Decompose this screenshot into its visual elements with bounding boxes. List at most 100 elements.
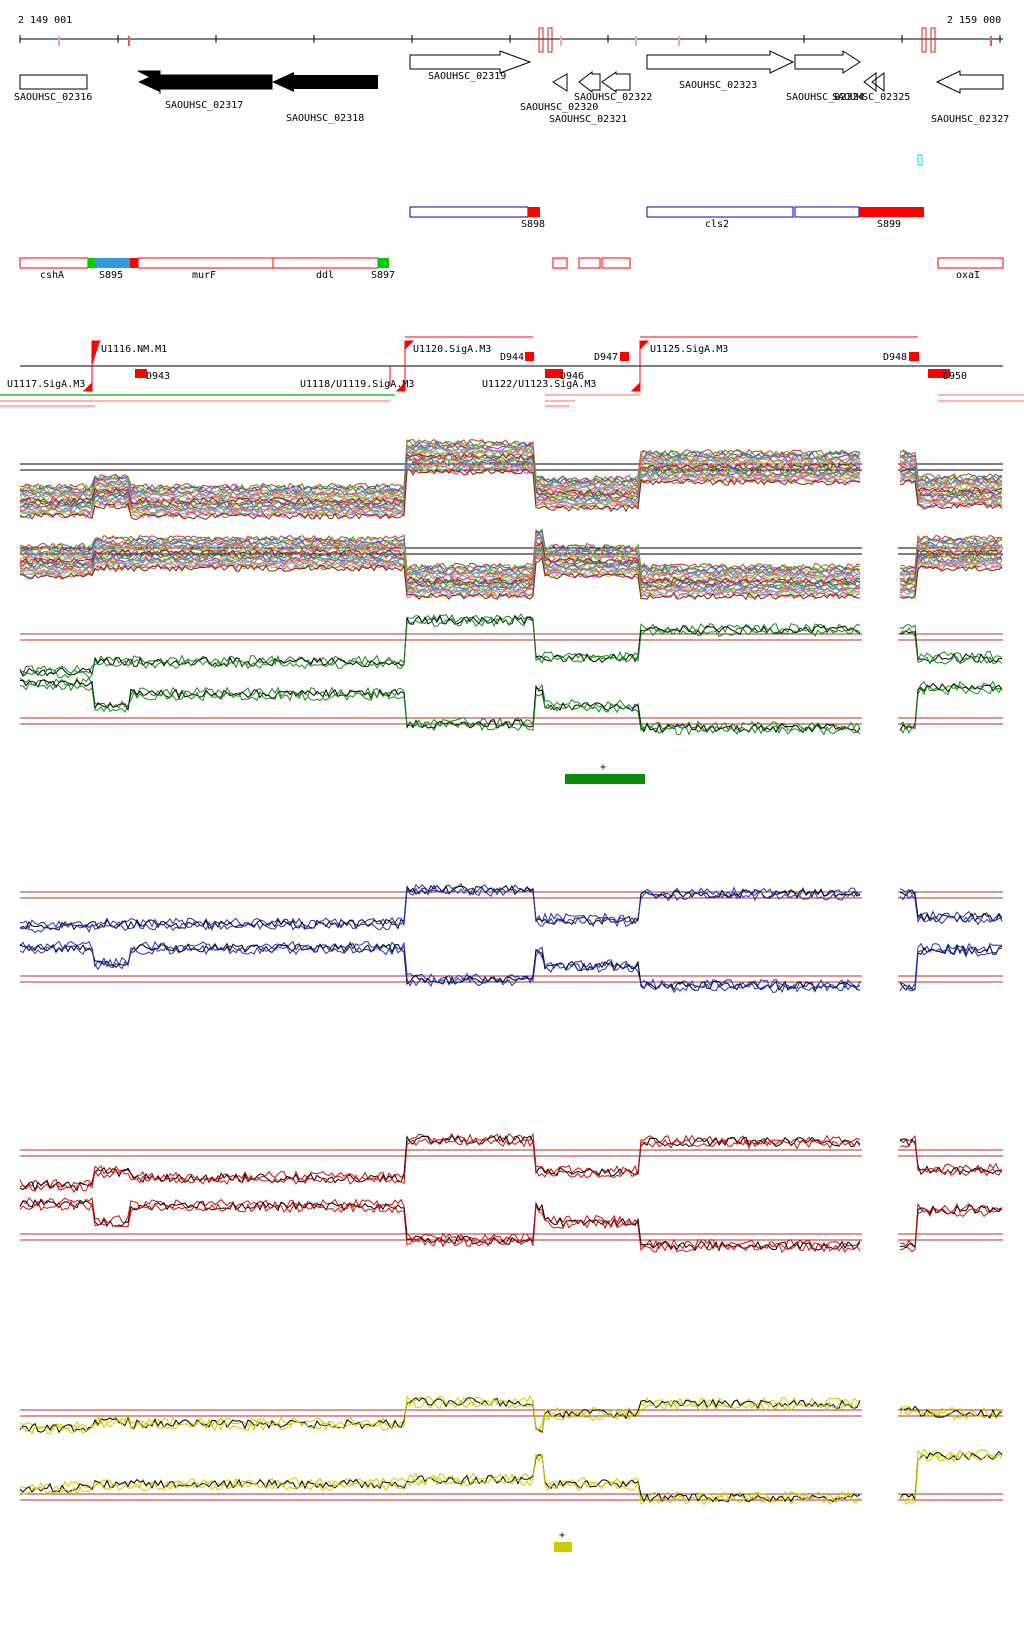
profile-line-top — [899, 1140, 1003, 1177]
gene-label: SAOUHSC_02316 — [14, 92, 92, 103]
profile-line-top — [19, 1397, 861, 1434]
profile-line-top — [19, 439, 861, 492]
profile-line-bottom — [899, 684, 1003, 735]
gene-arrow-head — [138, 72, 160, 92]
ruler-highlight-marks — [58, 27, 992, 53]
feature-box-small[interactable] — [552, 257, 568, 269]
gene-saouhsc-02317[interactable]: SAOUHSC_02317 — [137, 70, 273, 111]
feature-s899[interactable]: S899 — [859, 207, 924, 230]
gene-label: SAOUHSC_02323 — [679, 80, 757, 91]
gene-arrow — [935, 70, 1004, 94]
gene-saouhsc-02323[interactable]: SAOUHSC_02323 — [646, 50, 795, 91]
ruler-start-label: 2 149 001 — [18, 15, 72, 26]
feature-label-s895: S895 — [99, 270, 123, 281]
segment-box — [545, 369, 563, 378]
profile-line-bottom — [19, 528, 861, 572]
gene-saouhsc-02320[interactable]: SAOUHSC_02320 — [520, 73, 598, 113]
profile-line-bottom — [899, 1448, 1003, 1501]
profile-line-top — [899, 479, 1003, 510]
ruler-mark — [128, 36, 130, 46]
profile-line-bottom — [899, 946, 1003, 992]
profile-line-top — [19, 450, 861, 502]
profile-line-bottom — [19, 556, 860, 601]
profile-line-top — [899, 892, 1003, 926]
profile-line-top — [19, 1134, 861, 1192]
segment-label: D947 — [594, 352, 618, 363]
profile-line-bottom — [19, 676, 861, 732]
ruler-mark — [538, 27, 544, 53]
gene-label: SAOUHSC_02318 — [286, 113, 364, 124]
profile-line-bottom — [19, 1196, 861, 1250]
profile-line-bottom — [19, 556, 861, 599]
profile-line-top — [19, 445, 861, 497]
segment-label: D948 — [883, 352, 907, 363]
feature-box-s895[interactable] — [95, 258, 130, 268]
profile-line-bottom — [899, 565, 1003, 599]
feature-s898[interactable]: S898 — [409, 206, 545, 230]
gene-label: SAOUHSC_02327 — [931, 114, 1009, 125]
feature-box-ddl[interactable] — [272, 257, 379, 269]
feature-box-murf[interactable] — [137, 257, 274, 269]
segment-end-flag — [82, 366, 93, 392]
segment-label: U1120.SigA.M3 — [413, 344, 491, 355]
profile-line-top — [19, 886, 861, 934]
coordinate-ruler: 2 149 001 2 159 000 — [18, 15, 1003, 53]
profile-line-bottom — [19, 1453, 861, 1502]
yellow-panel — [19, 1394, 1003, 1506]
feature-fill — [859, 207, 924, 217]
segment-box — [928, 369, 950, 378]
profile-line-bottom — [19, 940, 861, 990]
plus-marker-green: + — [565, 762, 645, 784]
gene-saouhsc-02322[interactable]: SAOUHSC_02322 — [574, 71, 652, 103]
profile-line-top — [19, 613, 861, 676]
feature-box-s897[interactable] — [378, 258, 389, 268]
gene-arrow-head — [272, 72, 294, 92]
gene-saouhsc-02325[interactable]: SAOUHSC_02325 — [832, 72, 910, 103]
segment-label: U1117.SigA.M3 — [7, 379, 85, 390]
profile-line-top — [899, 627, 1003, 665]
gene-saouhsc-02327[interactable]: SAOUHSC_02327 — [931, 70, 1009, 125]
profile-line-top — [19, 614, 861, 677]
ruler-mark — [547, 27, 553, 53]
plus-symbol: + — [559, 1530, 565, 1541]
multi-sample-panel — [19, 438, 1003, 601]
gene-saouhsc-02321[interactable]: SAOUHSC_02321 — [549, 70, 627, 125]
segment-label: D944 — [500, 352, 524, 363]
feature-label: S899 — [877, 219, 901, 230]
profile-line-bottom — [19, 1452, 861, 1506]
segment-box — [620, 352, 629, 361]
gene-label: SAOUHSC_02321 — [549, 114, 627, 125]
profile-line-bottom — [19, 546, 861, 590]
profile-line-top — [899, 1407, 1003, 1421]
gene-saouhsc-02318[interactable]: SAOUHSC_02318 — [272, 72, 378, 124]
plus-bar-green — [565, 774, 645, 784]
profile-line-bottom — [19, 942, 861, 992]
feature-box-csha[interactable] — [19, 257, 89, 269]
gene-track: SAOUHSC_02316 SAOUHSC_02317 SAOUHSC_0231… — [14, 50, 1009, 166]
gene-saouhsc-02316[interactable]: SAOUHSC_02316 — [14, 74, 92, 103]
segment-box — [909, 352, 919, 361]
profile-line-bottom — [899, 1207, 1003, 1253]
green-panel — [19, 613, 1003, 736]
profile-line-top — [19, 1136, 861, 1194]
feature-fill — [528, 207, 540, 217]
gene-saouhsc-02319[interactable]: SAOUHSC_02319 — [409, 50, 532, 82]
gene-label: SAOUHSC_02317 — [165, 100, 243, 111]
feature-label-oxai: oxaI — [956, 270, 980, 281]
feature-label-ddl: ddl — [316, 270, 334, 281]
segment-label: U1116.NM.M1 — [101, 344, 167, 355]
profile-line-bottom — [19, 1454, 861, 1504]
feature-box-oxai[interactable] — [937, 257, 1004, 269]
gene-label: SAOUHSC_02319 — [428, 71, 506, 82]
feature-box-small[interactable] — [578, 257, 601, 269]
profile-line-bottom — [899, 1452, 1003, 1505]
feature-box — [646, 206, 794, 218]
ruler-mark — [560, 36, 562, 46]
feature-box-small[interactable] — [601, 257, 631, 269]
feature-cls2[interactable]: cls2 — [646, 206, 860, 230]
feature-label: cls2 — [705, 219, 729, 230]
gene-arrow — [19, 74, 88, 90]
gene-saouhsc-02324[interactable]: SAOUHSC_02324 — [786, 50, 864, 103]
profile-line-bottom — [19, 1200, 861, 1254]
